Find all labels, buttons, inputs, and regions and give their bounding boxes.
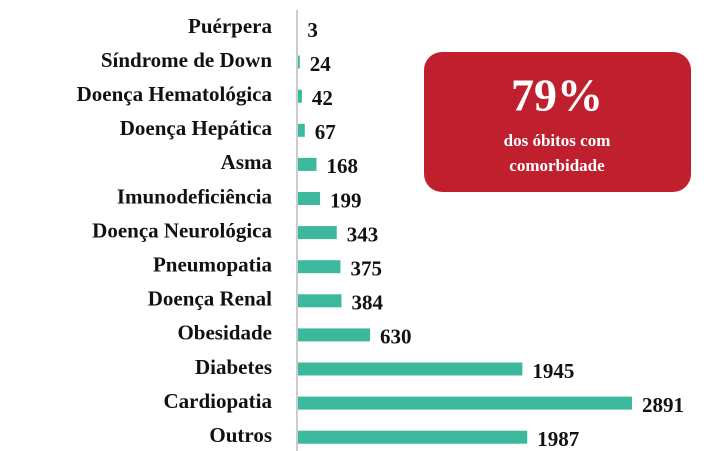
- value-label: 375: [350, 257, 382, 281]
- category-label: Imunodeficiência: [117, 184, 273, 208]
- value-label: 384: [351, 291, 383, 315]
- category-label: Obesidade: [177, 321, 272, 345]
- bar: [298, 396, 632, 410]
- category-label: Diabetes: [195, 355, 272, 379]
- value-label: 3: [307, 18, 318, 42]
- category-label: Outros: [209, 423, 272, 447]
- bar: [298, 89, 302, 103]
- value-label: 67: [315, 120, 336, 144]
- value-label: 168: [326, 154, 358, 178]
- callout-headline: 79%: [511, 70, 603, 121]
- callout-box: [424, 52, 691, 192]
- category-label: Doença Hematológica: [77, 82, 273, 106]
- value-label: 1945: [532, 359, 574, 383]
- value-label: 2891: [642, 393, 684, 417]
- category-label: Pneumopatia: [153, 253, 273, 277]
- bar: [298, 157, 317, 171]
- category-label: Doença Renal: [148, 287, 272, 311]
- bar: [298, 362, 523, 376]
- bar: [298, 430, 528, 444]
- value-label: 343: [347, 222, 379, 246]
- bar: [298, 260, 341, 274]
- category-label: Síndrome de Down: [101, 48, 272, 72]
- bar: [298, 328, 371, 342]
- bar: [298, 123, 305, 137]
- value-label: 1987: [537, 427, 579, 451]
- callout-text: comorbidade: [509, 156, 605, 175]
- category-label: Doença Hepática: [120, 116, 273, 140]
- bar: [298, 226, 337, 240]
- value-label: 630: [380, 325, 412, 349]
- bar: [298, 294, 342, 308]
- value-label: 42: [312, 86, 333, 110]
- category-label: Puérpera: [188, 14, 272, 38]
- callout-text: dos óbitos com: [504, 131, 611, 150]
- category-label: Doença Neurológica: [92, 218, 272, 242]
- value-label: 24: [310, 52, 332, 76]
- value-label: 199: [330, 188, 362, 212]
- category-label: Cardiopatia: [163, 389, 272, 413]
- bar: [298, 192, 321, 205]
- bar: [298, 55, 300, 69]
- category-label: Asma: [221, 150, 273, 174]
